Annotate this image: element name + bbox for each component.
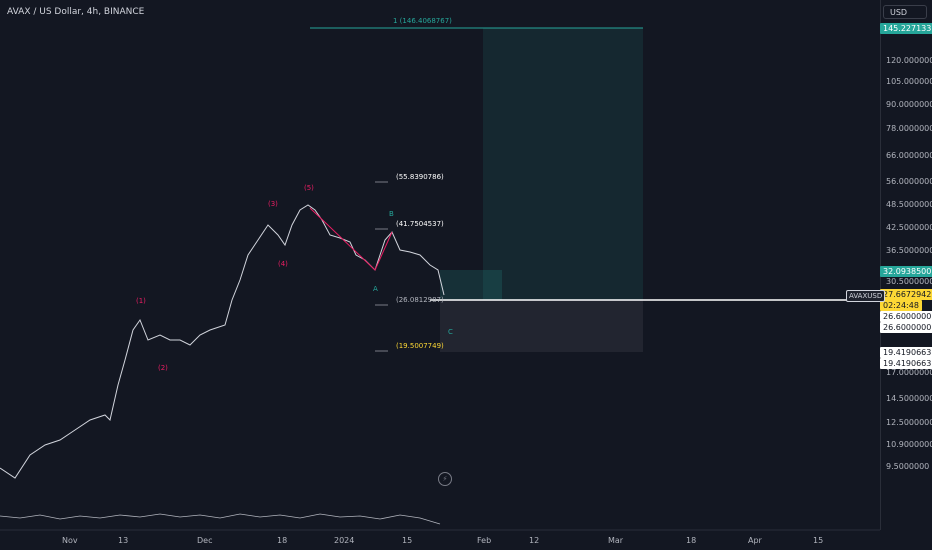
profit-zone[interactable] xyxy=(483,28,643,300)
price-tick: 66.0000000 xyxy=(886,151,932,160)
currency-button[interactable]: USD xyxy=(883,5,927,19)
target-label: 1 (146.4068767) xyxy=(393,17,452,25)
stop-zone[interactable] xyxy=(440,300,643,352)
time-tick: 2024 xyxy=(334,536,355,545)
low-price-tag: 19.4190663 xyxy=(880,347,932,358)
wave-label: (4) xyxy=(278,260,288,268)
price-tick: 42.5000000 xyxy=(886,223,932,232)
time-tick: 18 xyxy=(686,536,697,545)
time-tick: Feb xyxy=(477,536,492,545)
time-tick: 15 xyxy=(402,536,413,545)
price-tick: 9.5000000 xyxy=(886,462,930,471)
price-scale[interactable] xyxy=(880,0,932,530)
time-tick: 15 xyxy=(813,536,824,545)
oscillator-series xyxy=(0,513,441,525)
price-tick: 48.5000000 xyxy=(886,200,932,209)
wave-label: C xyxy=(448,328,453,336)
time-tick: 18 xyxy=(277,536,288,545)
countdown-tag: 02:24:48 xyxy=(880,300,922,311)
last-price-tag: 27.6672942 xyxy=(880,289,932,300)
level-label: (26.0812987) xyxy=(396,296,444,304)
chart-title: AVAX / US Dollar, 4h, BINANCE xyxy=(7,7,145,17)
price-tick: 56.0000000 xyxy=(886,177,932,186)
time-tick: Dec xyxy=(197,536,213,545)
time-tick: 12 xyxy=(529,536,540,545)
time-tick: Apr xyxy=(748,536,762,545)
price-tick: 30.5000000 xyxy=(886,277,932,286)
wave-label: (2) xyxy=(158,364,168,372)
price-tick: 90.0000000 xyxy=(886,100,932,109)
level-label: (41.7504537) xyxy=(396,220,444,228)
time-tick: Nov xyxy=(62,536,78,545)
wave-path xyxy=(309,207,393,271)
entry-zone xyxy=(440,270,502,300)
price-tick: 12.5000000 xyxy=(886,418,932,427)
wave-label: A xyxy=(373,285,378,293)
price-tick: 10.9000000 xyxy=(886,440,932,449)
time-tick: Mar xyxy=(608,536,624,545)
level-label: (55.8390786) xyxy=(396,173,444,181)
wave-label: B xyxy=(389,210,394,218)
wave-label: (1) xyxy=(136,297,146,305)
price-tick: 105.0000000 xyxy=(886,77,932,86)
time-tick: 13 xyxy=(118,536,129,545)
price-tick: 120.0000000 xyxy=(886,56,932,65)
price-tick: 36.5000000 xyxy=(886,246,932,255)
low-price-tag: 19.4190663 xyxy=(880,358,932,369)
lightning-icon[interactable]: ⚡ xyxy=(438,472,452,486)
entry-price-tag: 32.0938500 xyxy=(880,266,932,277)
wave-label: (5) xyxy=(304,184,314,192)
symbol-tag: AVAXUSD xyxy=(846,290,886,302)
level-label: (19.5007749) xyxy=(396,342,444,350)
level-price-tag: 26.6000000 xyxy=(880,311,932,322)
price-tick: 17.0000000 xyxy=(886,368,932,377)
price-tick: 14.5000000 xyxy=(886,394,932,403)
price-tick: 78.0000000 xyxy=(886,124,932,133)
price-series xyxy=(0,204,445,479)
target-price-tag: 145.2271337 xyxy=(880,23,932,34)
wave-label: (3) xyxy=(268,200,278,208)
level-price-tag: 26.6000000 xyxy=(880,322,932,333)
